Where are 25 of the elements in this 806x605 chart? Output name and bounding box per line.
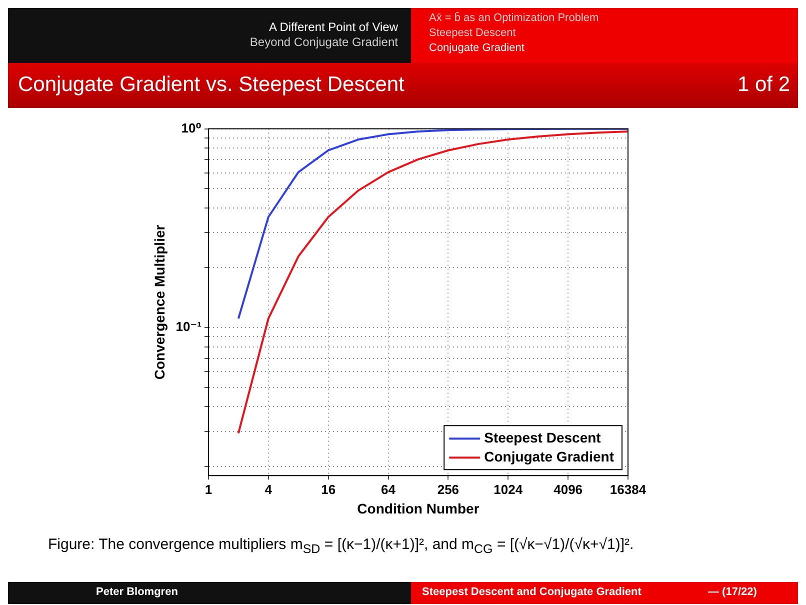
y-tick-label: 10⁰ [181,120,202,136]
x-tick-label: 4 [264,482,273,497]
text: A Different Point of View [268,20,398,35]
y-tick-label: 10⁻¹ [176,319,202,334]
x-tick-label: 1 [204,482,212,497]
text: — (17/22) [708,585,757,600]
x-tick-label: 256 [437,482,460,497]
x-tick-label: 16384 [610,482,647,497]
legend-label: Conjugate Gradient [484,448,614,464]
x-axis-title: Condition Number [357,500,480,516]
text: Conjugate Gradient [429,41,526,56]
text: Ax̄ = b̄ as an Optimization Problem [429,11,599,26]
text: Steepest Descent [429,26,517,41]
text: Steepest Descent and Conjugate Gradient [422,585,642,600]
text: Figure: The convergence multipliers m$_{SD}$ = [(κ−1)/(κ+1)]², and m$_{CG}$ = [(√κ−√1)/(√κ+√1)]². [48,536,634,556]
text: Beyond Conjugate Gradient [250,35,398,50]
text: Peter Blomgren [96,585,178,600]
x-tick-label: 4096 [554,482,583,497]
legend-label: Steepest Descent [484,429,602,446]
x-tick-label: 1024 [494,482,524,497]
chart-title: Conjugate Gradient vs. Steepest Descent [18,73,404,97]
text: 1 of 2 [737,73,790,97]
x-tick-label: 64 [381,482,396,497]
y-axis-title: Convergence Multiplier [151,224,168,380]
x-tick-label: 16 [321,482,336,497]
